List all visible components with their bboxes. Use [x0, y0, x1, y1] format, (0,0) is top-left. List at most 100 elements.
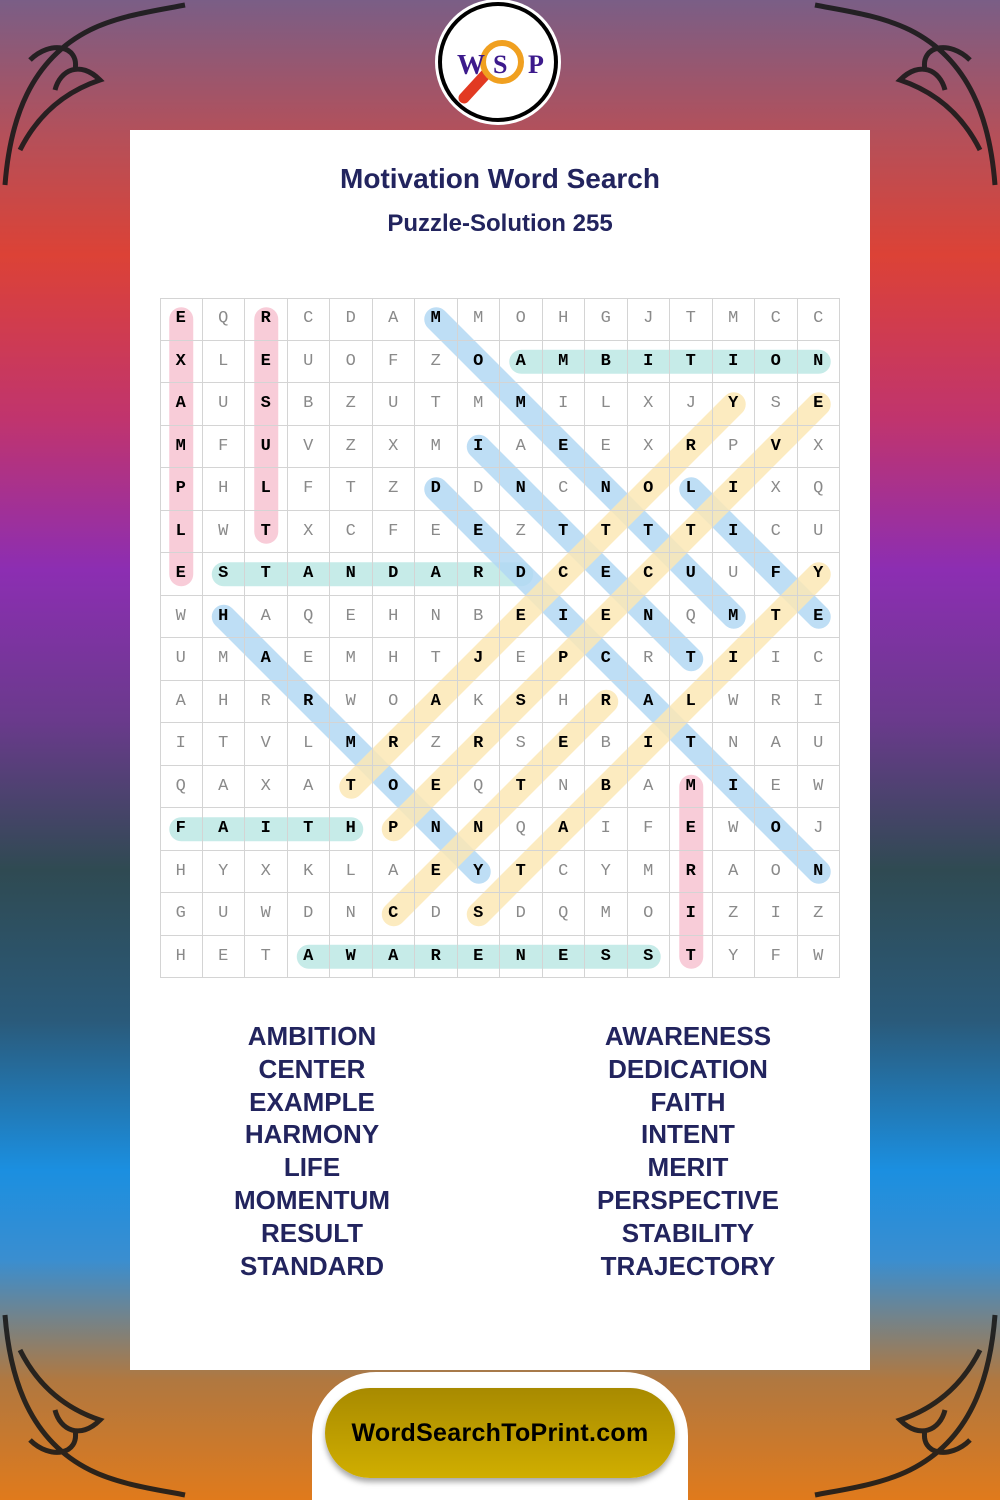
grid-cell[interactable]: B [287, 383, 330, 426]
grid-cell[interactable]: E [160, 553, 203, 596]
grid-cell[interactable]: H [542, 680, 585, 723]
grid-cell[interactable]: I [755, 893, 798, 936]
grid-cell[interactable]: Y [585, 850, 628, 893]
grid-cell[interactable]: U [202, 893, 245, 936]
grid-cell[interactable]: D [415, 468, 458, 511]
grid-cell[interactable]: E [585, 553, 628, 596]
grid-cell[interactable]: A [500, 425, 543, 468]
grid-cell[interactable]: A [287, 765, 330, 808]
grid-cell[interactable]: A [755, 723, 798, 766]
grid-cell[interactable]: I [755, 638, 798, 681]
grid-cell[interactable]: S [627, 935, 670, 978]
grid-cell[interactable]: U [372, 383, 415, 426]
grid-cell[interactable]: V [287, 425, 330, 468]
grid-cell[interactable]: O [627, 468, 670, 511]
grid-cell[interactable]: N [585, 468, 628, 511]
grid-cell[interactable]: Q [457, 765, 500, 808]
grid-cell[interactable]: W [160, 595, 203, 638]
grid-cell[interactable]: J [670, 383, 713, 426]
grid-cell[interactable]: I [245, 808, 288, 851]
grid-cell[interactable]: A [415, 553, 458, 596]
grid-cell[interactable]: U [202, 383, 245, 426]
grid-cell[interactable]: D [287, 893, 330, 936]
grid-cell[interactable]: T [670, 638, 713, 681]
grid-cell[interactable]: R [457, 553, 500, 596]
grid-cell[interactable]: M [415, 298, 458, 341]
grid-cell[interactable]: Q [287, 595, 330, 638]
grid-cell[interactable]: C [542, 553, 585, 596]
grid-cell[interactable]: J [627, 298, 670, 341]
grid-cell[interactable]: L [245, 468, 288, 511]
grid-cell[interactable]: X [245, 850, 288, 893]
grid-cell[interactable]: T [415, 383, 458, 426]
grid-cell[interactable]: E [415, 510, 458, 553]
grid-cell[interactable]: H [330, 808, 373, 851]
grid-cell[interactable]: E [457, 935, 500, 978]
grid-cell[interactable]: S [457, 893, 500, 936]
grid-cell[interactable]: W [330, 935, 373, 978]
grid-cell[interactable]: X [755, 468, 798, 511]
grid-cell[interactable]: S [245, 383, 288, 426]
grid-cell[interactable]: F [202, 425, 245, 468]
grid-cell[interactable]: X [797, 425, 840, 468]
grid-cell[interactable]: N [542, 765, 585, 808]
grid-cell[interactable]: C [755, 510, 798, 553]
grid-cell[interactable]: Z [372, 468, 415, 511]
grid-cell[interactable]: H [202, 468, 245, 511]
grid-cell[interactable]: R [245, 298, 288, 341]
grid-cell[interactable]: Q [542, 893, 585, 936]
grid-cell[interactable]: B [457, 595, 500, 638]
grid-cell[interactable]: U [160, 638, 203, 681]
grid-cell[interactable]: T [627, 510, 670, 553]
grid-cell[interactable]: S [755, 383, 798, 426]
grid-cell[interactable]: W [712, 680, 755, 723]
grid-cell[interactable]: I [712, 340, 755, 383]
grid-cell[interactable]: R [372, 723, 415, 766]
grid-cell[interactable]: W [797, 765, 840, 808]
grid-cell[interactable]: L [670, 468, 713, 511]
grid-cell[interactable]: F [755, 553, 798, 596]
grid-cell[interactable]: Z [415, 723, 458, 766]
grid-cell[interactable]: C [797, 638, 840, 681]
grid-cell[interactable]: A [160, 680, 203, 723]
grid-cell[interactable]: R [415, 935, 458, 978]
grid-cell[interactable]: O [627, 893, 670, 936]
grid-cell[interactable]: R [245, 680, 288, 723]
grid-cell[interactable]: M [542, 340, 585, 383]
grid-cell[interactable]: U [245, 425, 288, 468]
grid-cell[interactable]: S [202, 553, 245, 596]
grid-cell[interactable]: I [542, 383, 585, 426]
grid-cell[interactable]: P [712, 425, 755, 468]
grid-cell[interactable]: N [330, 553, 373, 596]
grid-cell[interactable]: U [712, 553, 755, 596]
grid-cell[interactable]: T [500, 765, 543, 808]
grid-cell[interactable]: E [755, 765, 798, 808]
grid-cell[interactable]: P [542, 638, 585, 681]
grid-cell[interactable]: P [372, 808, 415, 851]
grid-cell[interactable]: M [415, 425, 458, 468]
grid-cell[interactable]: H [202, 680, 245, 723]
grid-cell[interactable]: Q [797, 468, 840, 511]
grid-cell[interactable]: N [457, 808, 500, 851]
grid-cell[interactable]: M [202, 638, 245, 681]
grid-cell[interactable]: Q [202, 298, 245, 341]
grid-cell[interactable]: E [160, 298, 203, 341]
grid-cell[interactable]: V [245, 723, 288, 766]
grid-cell[interactable]: A [500, 340, 543, 383]
grid-cell[interactable]: R [670, 425, 713, 468]
grid-cell[interactable]: T [670, 510, 713, 553]
grid-cell[interactable]: M [160, 425, 203, 468]
grid-cell[interactable]: T [755, 595, 798, 638]
grid-cell[interactable]: K [457, 680, 500, 723]
grid-cell[interactable]: H [202, 595, 245, 638]
grid-cell[interactable]: D [457, 468, 500, 511]
grid-cell[interactable]: T [585, 510, 628, 553]
grid-cell[interactable]: F [755, 935, 798, 978]
grid-cell[interactable]: I [585, 808, 628, 851]
grid-cell[interactable]: H [160, 850, 203, 893]
grid-cell[interactable]: Z [330, 383, 373, 426]
grid-cell[interactable]: L [670, 680, 713, 723]
grid-cell[interactable]: N [500, 468, 543, 511]
grid-cell[interactable]: T [415, 638, 458, 681]
grid-cell[interactable]: Q [160, 765, 203, 808]
